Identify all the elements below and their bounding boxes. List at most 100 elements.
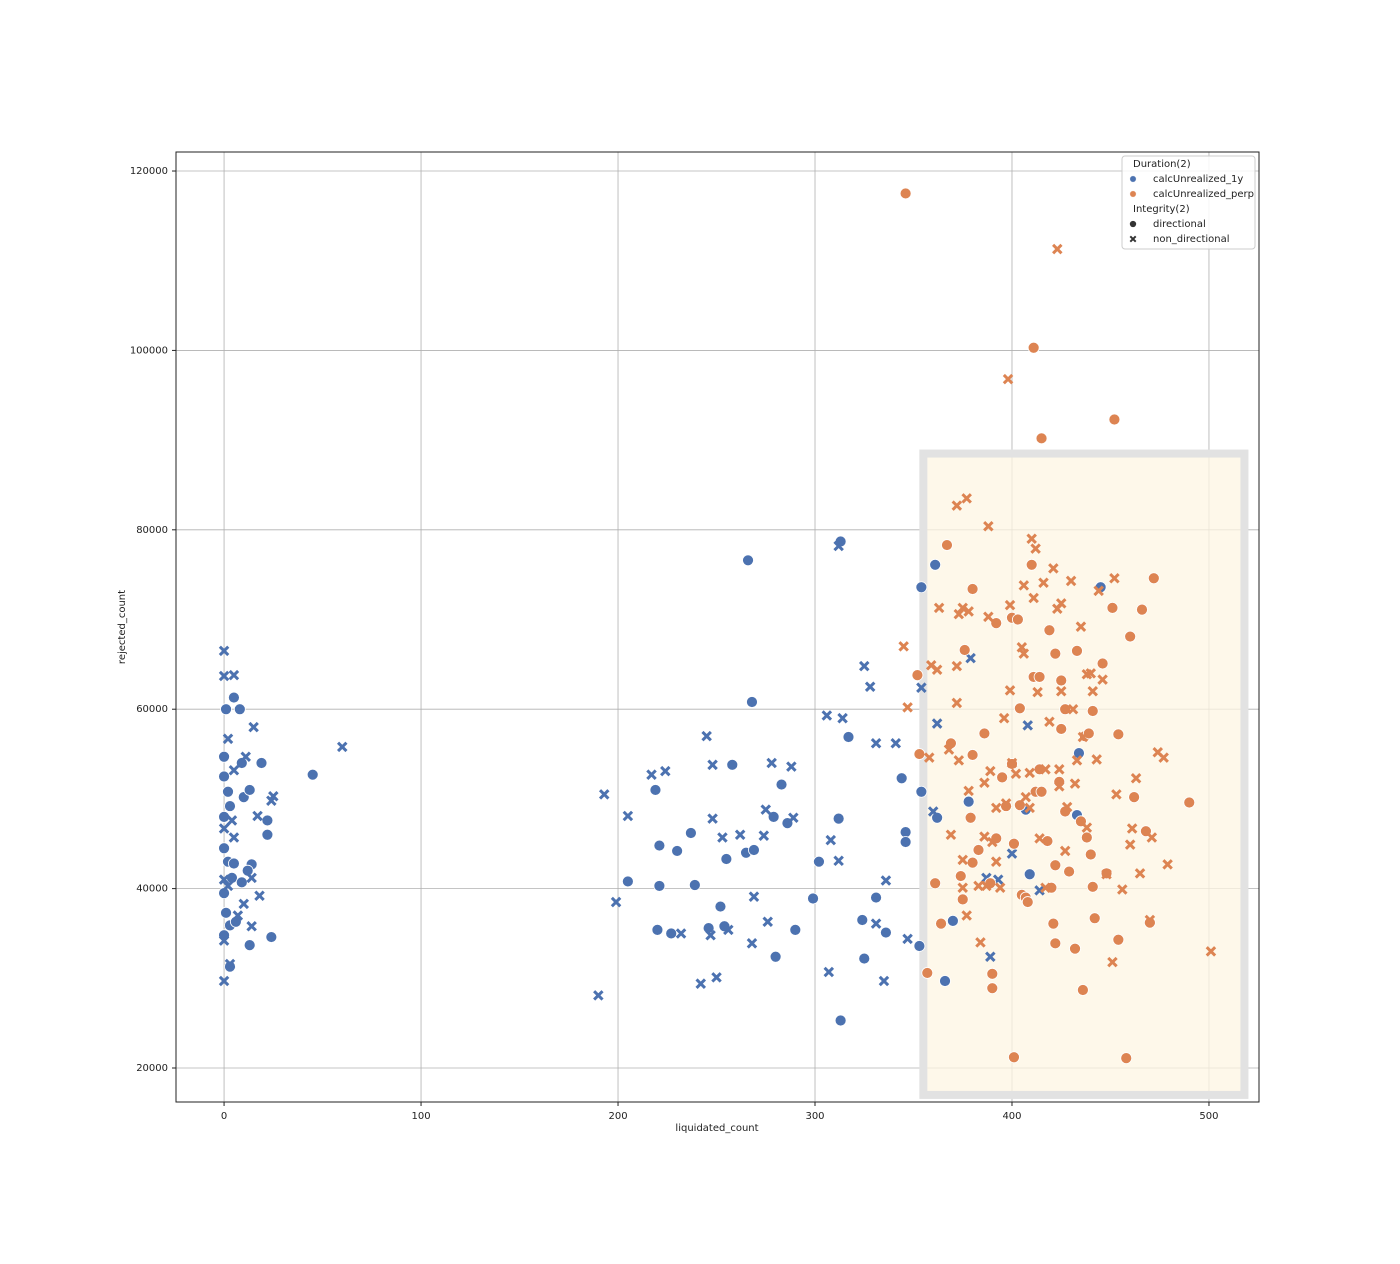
legend-label: directional: [1153, 219, 1206, 230]
point: [880, 926, 892, 939]
y-tick-label: 80000: [136, 525, 168, 536]
legend-box: [1121, 155, 1256, 250]
legend-title: Integrity(2): [1133, 204, 1190, 215]
x-tick-label: 500: [1199, 1111, 1218, 1122]
point: [665, 927, 678, 940]
point: [1111, 789, 1122, 800]
point: [224, 958, 236, 970]
point: [748, 844, 760, 856]
point: [870, 891, 882, 904]
point: [987, 836, 998, 848]
point: [306, 768, 319, 781]
point: [746, 696, 758, 708]
point: [1134, 868, 1146, 879]
point: [675, 928, 687, 939]
highlight-region: [919, 449, 1249, 1099]
point: [956, 893, 969, 906]
point: [953, 755, 965, 766]
point: [1065, 575, 1077, 587]
point: [878, 975, 890, 987]
point: [1006, 757, 1018, 769]
point: [226, 815, 238, 826]
point: [1035, 432, 1048, 445]
point: [961, 493, 972, 504]
point: [1069, 778, 1081, 789]
point: [1013, 702, 1026, 715]
point: [985, 951, 996, 963]
point: [939, 975, 951, 987]
point: [1055, 686, 1067, 697]
point: [218, 770, 230, 783]
point: [218, 645, 230, 657]
point: [218, 670, 230, 682]
point: [821, 710, 833, 721]
point: [1008, 837, 1020, 850]
point: [222, 733, 234, 745]
legend-label: calcUnrealized_1y: [1153, 174, 1243, 185]
point: [898, 641, 909, 652]
point: [252, 810, 263, 822]
point: [786, 761, 797, 772]
axes-frame: [175, 151, 1260, 1103]
point: [979, 831, 990, 842]
point: [1052, 243, 1063, 255]
point: [228, 669, 240, 681]
point: [711, 972, 722, 983]
point: [1183, 796, 1196, 809]
point: [705, 929, 716, 941]
point: [965, 652, 976, 664]
point: [228, 691, 240, 704]
point: [649, 784, 662, 796]
point: [1024, 802, 1035, 814]
point: [1033, 671, 1046, 683]
point: [222, 880, 234, 892]
point: [1028, 592, 1039, 604]
point: [929, 558, 942, 571]
point: [1022, 720, 1034, 731]
point: [717, 832, 728, 843]
point: [734, 829, 746, 841]
point: [1084, 848, 1097, 861]
point: [1048, 563, 1059, 574]
point: [1025, 558, 1038, 571]
legend-marker: [1129, 190, 1137, 198]
point: [1077, 731, 1089, 743]
point: [1059, 845, 1071, 857]
point: [994, 882, 1006, 893]
point: [788, 812, 799, 824]
point: [837, 712, 848, 724]
y-tick-label: 40000: [136, 884, 168, 895]
point: [1034, 833, 1045, 844]
point: [723, 924, 734, 936]
point: [775, 778, 788, 791]
x-tick-label: 400: [1002, 1111, 1021, 1122]
y-axis-label: rejected_count: [117, 590, 128, 664]
point: [240, 751, 251, 763]
point: [983, 611, 994, 623]
point: [957, 854, 969, 866]
point: [238, 898, 250, 910]
point: [233, 703, 246, 716]
point: [218, 935, 230, 946]
y-tick-label: 60000: [136, 704, 168, 715]
point: [1120, 1052, 1133, 1065]
point: [880, 875, 892, 886]
point: [813, 855, 825, 868]
legend-marker: [1129, 235, 1137, 243]
point: [1038, 577, 1049, 588]
point: [760, 804, 772, 815]
point: [685, 827, 697, 839]
point: [957, 602, 969, 614]
point: [962, 795, 975, 808]
point: [1020, 791, 1032, 803]
point: [224, 960, 236, 973]
point: [246, 872, 257, 884]
point: [222, 785, 234, 798]
point: [856, 914, 869, 926]
point: [1124, 839, 1136, 850]
point: [1044, 716, 1055, 728]
plot-area: [176, 152, 1259, 1102]
point: [228, 857, 240, 870]
point: [1075, 621, 1087, 632]
